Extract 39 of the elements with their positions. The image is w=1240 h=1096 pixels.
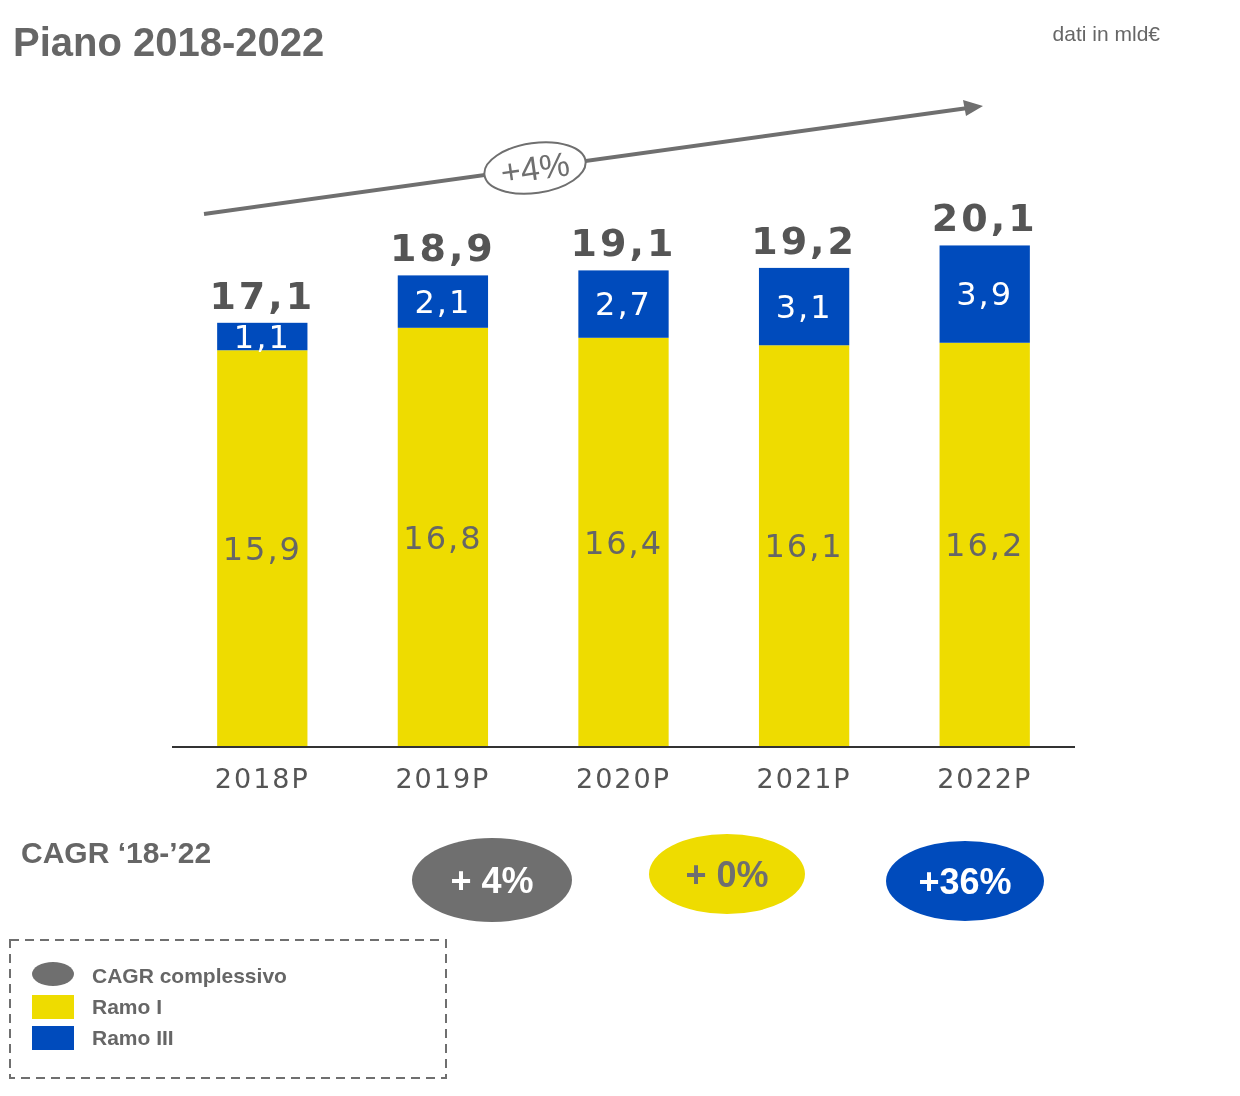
x-tick-label: 2018P [214,763,310,794]
chart-title: Piano 2018-2022 [13,20,325,64]
data-label: 15,9 [222,529,302,568]
text: CAGR complessivo [92,964,287,988]
data-label: 16,1 [764,527,844,566]
total-label: 20,1 [931,196,1038,241]
x-tick-label: 2019P [395,763,491,794]
total-label: 19,1 [570,221,677,266]
total-label: 19,2 [751,218,857,263]
total-label: 17,1 [209,273,316,318]
text: +4% [498,144,572,192]
data-label: 16,2 [945,526,1025,565]
data-label: 2,7 [595,285,652,324]
text: + 4% [450,859,534,901]
data-label: 16,4 [583,523,664,562]
data-label: 2,1 [414,282,472,321]
bar [578,270,669,338]
text: + 0% [685,853,769,895]
data-label: 1,1 [233,317,291,356]
bar [758,267,850,346]
total-label: 18,9 [390,226,496,271]
bar [939,245,1030,343]
x-tick-label: 2021P [756,763,852,794]
bar [939,342,1030,747]
legend-label: Ramo I [92,995,163,1019]
x-tick-label: 2020P [576,763,671,794]
bar [758,345,850,747]
bar [217,350,308,747]
bar [397,275,489,328]
text: CAGR ‘18-’22 [21,836,212,869]
bar [578,337,669,747]
data-label: 16,8 [403,518,483,557]
data-label: 3,9 [956,275,1014,314]
text: +36% [918,860,1012,902]
chart-subtitle: dati in mld€ [1052,22,1161,45]
legend-label: Ramo III [92,1026,174,1050]
x-tick-label: 2022P [937,763,1033,794]
data-label: 3,1 [775,287,833,326]
bar [397,327,489,747]
